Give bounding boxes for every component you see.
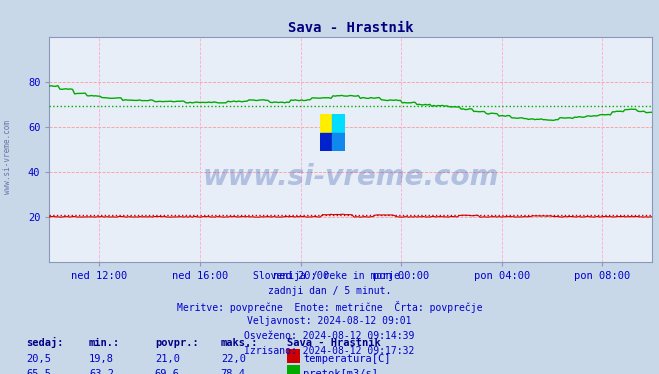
- Text: Slovenija / reke in morje.: Slovenija / reke in morje.: [253, 271, 406, 281]
- Text: povpr.:: povpr.:: [155, 338, 198, 348]
- Text: min.:: min.:: [89, 338, 120, 348]
- Text: Veljavnost: 2024-08-12 09:01: Veljavnost: 2024-08-12 09:01: [247, 316, 412, 326]
- Text: sedaj:: sedaj:: [26, 337, 64, 348]
- Text: pretok[m3/s]: pretok[m3/s]: [303, 370, 378, 374]
- Text: 20,5: 20,5: [26, 354, 51, 364]
- Text: 21,0: 21,0: [155, 354, 180, 364]
- Text: Osveženo: 2024-08-12 09:14:39: Osveženo: 2024-08-12 09:14:39: [244, 331, 415, 341]
- Text: 63,2: 63,2: [89, 370, 114, 374]
- Text: 78,4: 78,4: [221, 370, 246, 374]
- Text: temperatura[C]: temperatura[C]: [303, 354, 391, 364]
- Bar: [332, 133, 345, 151]
- Text: zadnji dan / 5 minut.: zadnji dan / 5 minut.: [268, 286, 391, 296]
- Bar: [320, 133, 332, 151]
- Title: Sava - Hrastnik: Sava - Hrastnik: [288, 21, 414, 35]
- Text: 19,8: 19,8: [89, 354, 114, 364]
- Text: maks.:: maks.:: [221, 338, 258, 348]
- Text: www.si-vreme.com: www.si-vreme.com: [3, 120, 13, 194]
- Text: Izrisano: 2024-08-12 09:17:32: Izrisano: 2024-08-12 09:17:32: [244, 346, 415, 356]
- Text: Sava - Hrastnik: Sava - Hrastnik: [287, 338, 380, 348]
- Bar: [332, 114, 345, 133]
- Text: www.si-vreme.com: www.si-vreme.com: [203, 163, 499, 190]
- Text: 69,6: 69,6: [155, 370, 180, 374]
- Text: Meritve: povprečne  Enote: metrične  Črta: povprečje: Meritve: povprečne Enote: metrične Črta:…: [177, 301, 482, 313]
- Text: 22,0: 22,0: [221, 354, 246, 364]
- Bar: [320, 114, 332, 133]
- Text: 65,5: 65,5: [26, 370, 51, 374]
